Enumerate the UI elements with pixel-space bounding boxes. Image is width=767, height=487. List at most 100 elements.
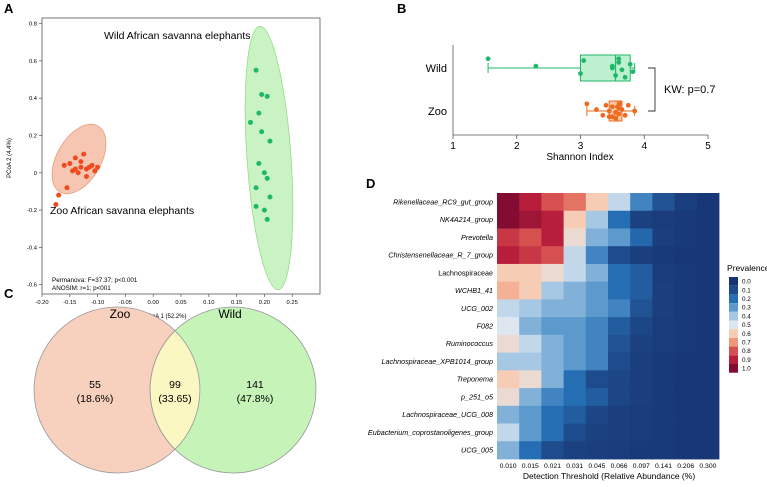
boxplot-point-wild bbox=[616, 56, 622, 62]
heatmap-cell bbox=[563, 246, 587, 265]
heatmap-cell bbox=[652, 370, 675, 389]
pcoa-plot: -0.20 -0.15 -0.10 -0.05 0.00 0.05 0.10 0.15 0.20… bbox=[7, 17, 321, 320]
heatmap-col-label: 0.021 bbox=[544, 463, 561, 470]
heatmap-cell bbox=[608, 352, 631, 371]
heatmap-cell bbox=[674, 370, 698, 389]
pcoa-point-zoo bbox=[78, 159, 84, 165]
heatmap-cell bbox=[696, 299, 720, 318]
heatmap-cell bbox=[497, 299, 520, 318]
heatmap-cell bbox=[608, 441, 631, 460]
heatmap-cell bbox=[674, 352, 698, 371]
legend-swatch bbox=[729, 337, 738, 347]
heatmap-cell bbox=[541, 228, 564, 247]
pcoa-x-tick-label: -0.10 bbox=[91, 300, 104, 306]
heatmap-cell bbox=[563, 334, 587, 353]
heatmap-cell bbox=[541, 370, 564, 389]
pcoa-x-tick-label: 0.25 bbox=[287, 300, 298, 306]
heatmap-cell bbox=[563, 299, 587, 318]
heatmap-cell bbox=[497, 193, 520, 212]
boxplot-x-label: Shannon Index bbox=[546, 152, 613, 163]
pcoa-point-zoo bbox=[92, 168, 98, 174]
boxplot-point-zoo bbox=[584, 101, 590, 107]
heatmap-cell bbox=[563, 263, 587, 283]
heatmap-cell bbox=[563, 388, 587, 407]
permanova-stat: Permanova: F=37.37; p<0.001 bbox=[52, 277, 138, 284]
heatmap-cell bbox=[696, 441, 720, 460]
heatmap-cell bbox=[563, 317, 587, 336]
heatmap-cell bbox=[608, 423, 631, 442]
pcoa-point-zoo bbox=[83, 174, 89, 180]
pcoa-x-tick-label: 0.15 bbox=[231, 300, 242, 306]
category-label-wild: Wild bbox=[426, 63, 447, 75]
heatmap-cell bbox=[630, 281, 653, 300]
heatmap-cell bbox=[563, 228, 587, 247]
boxplot-x-tick-label: 4 bbox=[641, 141, 647, 152]
heatmap-cell bbox=[630, 441, 653, 460]
heatmap-cell bbox=[630, 334, 653, 353]
pcoa-point-wild bbox=[253, 185, 259, 191]
wild-only-count: 141 bbox=[246, 379, 264, 391]
pcoa-point-wild bbox=[261, 170, 267, 176]
legend-swatch bbox=[729, 303, 738, 312]
legend-swatch bbox=[729, 364, 738, 373]
heatmap-cell bbox=[696, 423, 720, 442]
boxplot-point-zoo bbox=[632, 108, 638, 114]
legend-tick-label: 0.1 bbox=[742, 287, 751, 294]
boxplot-point-wild bbox=[485, 56, 491, 62]
legend-tick-label: 0.8 bbox=[742, 348, 751, 355]
legend-tick-label: 0.0 bbox=[742, 279, 751, 286]
heatmap-cell bbox=[497, 210, 520, 229]
panel-b-letter: B bbox=[397, 1, 406, 16]
heatmap-row-label: Ruminococcus bbox=[446, 339, 494, 348]
heatmap-cell bbox=[585, 317, 609, 336]
heatmap-cell bbox=[497, 246, 520, 265]
pcoa-point-zoo bbox=[53, 201, 59, 207]
legend-tick-label: 0.7 bbox=[742, 339, 751, 346]
heatmap-cell bbox=[652, 228, 675, 247]
heatmap-cell bbox=[652, 423, 675, 442]
heatmap-cell bbox=[519, 193, 542, 212]
heatmap-x-label: Detection Threshold (Relative Abundance … bbox=[523, 471, 695, 481]
boxplot-point-wild bbox=[581, 58, 587, 63]
heatmap-cell bbox=[608, 228, 631, 247]
heatmap-col-label: 0.015 bbox=[522, 463, 539, 470]
heatmap-cell bbox=[563, 193, 587, 212]
heatmap-cell bbox=[674, 423, 698, 442]
boxplot-point-wild bbox=[533, 63, 539, 69]
heatmap-row-label: WCHB1_41 bbox=[455, 286, 493, 295]
pcoa-point-wild bbox=[267, 138, 273, 144]
heatmap-cell bbox=[585, 210, 609, 229]
panel-a-letter: A bbox=[4, 1, 14, 16]
legend-swatch bbox=[729, 277, 738, 286]
boxplot-point-zoo bbox=[606, 108, 612, 114]
heatmap-cell bbox=[696, 334, 720, 353]
heatmap-col-label: 0.141 bbox=[655, 463, 672, 470]
pcoa-point-wild bbox=[261, 207, 267, 213]
heatmap-cell bbox=[674, 193, 698, 212]
heatmap-cell bbox=[585, 263, 609, 283]
heatmap-row-label: Christensenellaceae_R_7_group bbox=[388, 251, 493, 260]
kw-annotation: KW: p=0.7 bbox=[664, 84, 715, 96]
pcoa-y-tick-label: -0.6 bbox=[27, 283, 37, 289]
heatmap-cell bbox=[674, 317, 698, 336]
heatmap-cell bbox=[541, 405, 564, 424]
heatmap-col-label: 0.206 bbox=[677, 463, 694, 470]
heatmap-cell bbox=[585, 281, 609, 300]
prevalence-heatmap: Rikenellaceae_RC9_gut_group NK4A214_group… bbox=[368, 193, 767, 481]
heatmap-cell bbox=[608, 334, 631, 353]
boxplot-x-tick-label: 5 bbox=[705, 141, 711, 152]
pcoa-point-wild bbox=[253, 67, 259, 73]
pcoa-point-zoo bbox=[75, 170, 81, 176]
venn-wild-label: Wild bbox=[218, 307, 241, 321]
legend-swatch bbox=[729, 346, 738, 356]
pcoa-point-zoo bbox=[89, 162, 95, 168]
heatmap-cell bbox=[519, 352, 542, 371]
heatmap-cell bbox=[674, 441, 698, 460]
heatmap-col-label: 0.097 bbox=[633, 463, 650, 470]
pcoa-point-wild bbox=[248, 119, 253, 125]
heatmap-cell bbox=[497, 317, 520, 336]
heatmap-cell bbox=[519, 405, 542, 424]
heatmap-cell bbox=[652, 210, 675, 229]
heatmap-cell bbox=[674, 405, 698, 424]
heatmap-cell bbox=[696, 193, 720, 212]
